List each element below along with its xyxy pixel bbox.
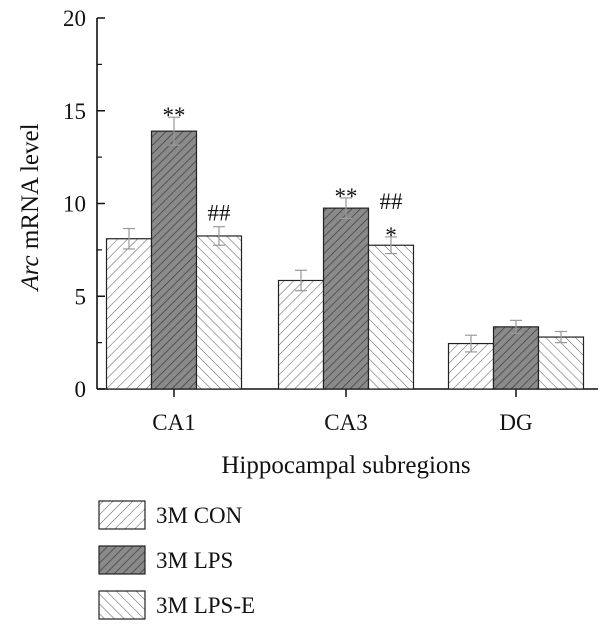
significance-label: * — [385, 223, 397, 248]
bar-3m-lps-e-ca3 — [367, 244, 415, 390]
annotations-layer: ** ** ## * ## — [163, 103, 404, 248]
significance-label: ## — [380, 189, 404, 214]
x-axis-title: Hippocampal subregions — [221, 452, 470, 479]
legend-swatch-3m-con — [98, 500, 146, 530]
legend-label-3m-lps-e: 3M LPS-E — [156, 593, 255, 618]
y-tick-label: 0 — [75, 377, 87, 402]
significance-label: ** — [163, 103, 186, 128]
significance-label: ** — [335, 184, 358, 209]
x-tick-label-ca1: CA1 — [152, 410, 195, 435]
legend-swatch-3m-lps-e — [98, 590, 146, 620]
bar-3m-lps-e-ca1 — [195, 235, 243, 390]
y-tick-label: 10 — [63, 192, 86, 217]
legend-swatch-3m-lps — [98, 545, 146, 575]
x-tick-label-ca3: CA3 — [324, 410, 367, 435]
axes: 0 5 10 15 20 CA1 CA3 DG — [63, 6, 598, 435]
y-tick-label: 5 — [75, 284, 87, 309]
bar-3m-lps-e-dg — [537, 336, 585, 390]
y-axis-title-italic: Arc — [17, 255, 44, 292]
legend-label-3m-con: 3M CON — [156, 503, 243, 528]
bar-3m-lps-dg — [492, 326, 540, 390]
legend-label-3m-lps: 3M LPS — [156, 548, 233, 573]
bar-3m-con-ca1 — [105, 238, 153, 390]
significance-label: ## — [208, 201, 232, 226]
bars-layer — [105, 130, 585, 390]
y-axis-title: Arc mRNA level — [17, 123, 44, 292]
y-axis-title-rest: mRNA level — [17, 123, 44, 255]
error-bars-layer — [123, 116, 567, 353]
legend: 3M CON 3M LPS 3M LPS-E — [98, 500, 255, 620]
bar-3m-lps-ca1 — [150, 130, 198, 390]
bar-3m-con-ca3 — [277, 279, 325, 390]
y-tick-label: 20 — [63, 6, 86, 31]
bar-3m-lps-ca3 — [322, 207, 370, 390]
x-tick-label-dg: DG — [499, 410, 532, 435]
y-tick-label: 15 — [63, 99, 86, 124]
